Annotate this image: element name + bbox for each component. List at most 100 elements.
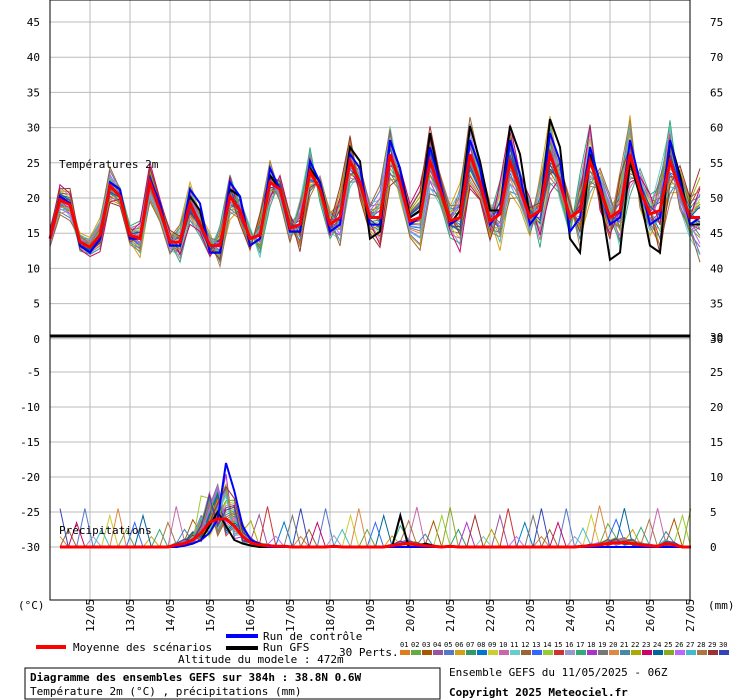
temp-y-tick-right: 55 (710, 157, 723, 170)
x-tick-label: 13/05 (124, 599, 137, 632)
precip-y-tick-left: -10 (20, 401, 40, 414)
precip-y-tick-right: 20 (710, 401, 723, 414)
pert-number: 08 (477, 641, 485, 649)
x-tick-label: 18/05 (324, 599, 337, 632)
x-tick-label: 24/05 (564, 599, 577, 632)
pert-number: 15 (554, 641, 562, 649)
pert-number: 17 (576, 641, 584, 649)
main-series (48, 118, 701, 549)
pert-swatch (708, 650, 718, 655)
altitude-label: Altitude du modele : 472m (178, 653, 344, 666)
pert-swatch (598, 650, 608, 655)
pert-number: 21 (620, 641, 628, 649)
pert-swatch (433, 650, 443, 655)
pert-swatch (499, 650, 509, 655)
pert-swatch (488, 650, 498, 655)
temp-y-tick-left: 25 (27, 157, 40, 170)
pert-number: 07 (466, 641, 474, 649)
x-tick-label: 26/05 (644, 599, 657, 632)
copyright: Copyright 2025 Meteociel.fr (449, 686, 628, 699)
x-tick-label: 20/05 (404, 599, 417, 632)
pert-swatch (587, 650, 597, 655)
temp-y-tick-right: 60 (710, 122, 723, 135)
precip-y-tick-right: 0 (710, 541, 717, 554)
x-tick-label: 15/05 (204, 599, 217, 632)
footer-box (24, 667, 441, 700)
temp-y-tick-right: 65 (710, 86, 723, 99)
pert-swatch (444, 650, 454, 655)
temp-series-mean (48, 148, 700, 249)
precip-y-tick-right: 10 (710, 471, 723, 484)
pert-swatch (510, 650, 520, 655)
x-tick-label: 17/05 (284, 599, 297, 632)
precip-y-tick-right: 5 (710, 506, 717, 519)
pert-swatch (422, 650, 432, 655)
right-unit-label: (mm) (708, 599, 735, 612)
plot-frame (49, 0, 691, 601)
pert-number: 10 (499, 641, 507, 649)
pert-number: 09 (488, 641, 496, 649)
pert-swatch (642, 650, 652, 655)
pert-swatch (565, 650, 575, 655)
x-tick-label: 23/05 (524, 599, 537, 632)
x-tick-label: 12/05 (84, 599, 97, 632)
pert-number: 27 (686, 641, 694, 649)
pert-number: 13 (532, 641, 540, 649)
precip-y-tick-right: 25 (710, 366, 723, 379)
footer-title: Diagramme des ensembles GEFS sur 384h : … (30, 671, 362, 684)
pert-number: 11 (510, 641, 518, 649)
x-tick-label: 22/05 (484, 599, 497, 632)
pert-swatch (653, 650, 663, 655)
legend: Moyenne des scénarios Run de contrôle Ru… (36, 630, 729, 666)
pert-number: 05 (444, 641, 452, 649)
pert-temp-line (49, 124, 701, 258)
temp-y-tick-left: 30 (27, 122, 40, 135)
pert-swatch (631, 650, 641, 655)
pert-number: 29 (708, 641, 716, 649)
pert-swatch (697, 650, 707, 655)
legend-mean-label: Moyenne des scénarios (73, 641, 212, 654)
temp-y-tick-right: 35 (710, 298, 723, 311)
pert-number: 01 (400, 641, 408, 649)
temp-y-tick-left: 15 (27, 227, 40, 240)
footer-subtitle: Température 2m (°C) , précipitations (mm… (30, 685, 302, 698)
pert-swatch (554, 650, 564, 655)
x-tick-label: 19/05 (364, 599, 377, 632)
legend-control-label: Run de contrôle (263, 630, 362, 643)
pert-number: 18 (587, 641, 595, 649)
pert-number: 20 (609, 641, 617, 649)
temp-y-tick-left: 10 (27, 262, 40, 275)
temp-y-tick-right: 45 (710, 227, 723, 240)
x-tick-label: 14/05 (164, 599, 177, 632)
pert-swatch (686, 650, 696, 655)
pert-temp-line (49, 131, 701, 256)
perts-label: 30 Perts. (339, 646, 399, 659)
pert-number: 16 (565, 641, 573, 649)
precip-y-tick-left: -30 (20, 541, 40, 554)
x-tick-label: 16/05 (244, 599, 257, 632)
temp-y-tick-left: 5 (33, 298, 40, 311)
pert-swatch (675, 650, 685, 655)
pert-swatch (455, 650, 465, 655)
precip-y-tick-left: -25 (20, 506, 40, 519)
precip-y-tick-right: 15 (710, 436, 723, 449)
pert-swatch (521, 650, 531, 655)
perturbation-legend: 01 02 03 04 05 06 07 08 09 10 11 12 13 14 15 16 17 18 19 20… (400, 641, 729, 655)
pert-number: 06 (455, 641, 463, 649)
pert-swatch (620, 650, 630, 655)
pert-swatch (719, 650, 729, 655)
temp-y-tick-right: 70 (710, 51, 723, 64)
pert-swatch (664, 650, 674, 655)
pert-number: 25 (664, 641, 672, 649)
temp-y-tick-right: 40 (710, 262, 723, 275)
temperature-panel-label: Températures 2m (59, 158, 159, 171)
pert-number: 19 (598, 641, 606, 649)
temp-y-tick-right: 50 (710, 192, 723, 205)
pert-number: 02 (411, 641, 419, 649)
pert-temp-line (49, 123, 701, 260)
pert-number: 24 (653, 641, 661, 649)
precip-y-tick-left: -5 (27, 366, 40, 379)
pert-number: 30 (719, 641, 727, 649)
